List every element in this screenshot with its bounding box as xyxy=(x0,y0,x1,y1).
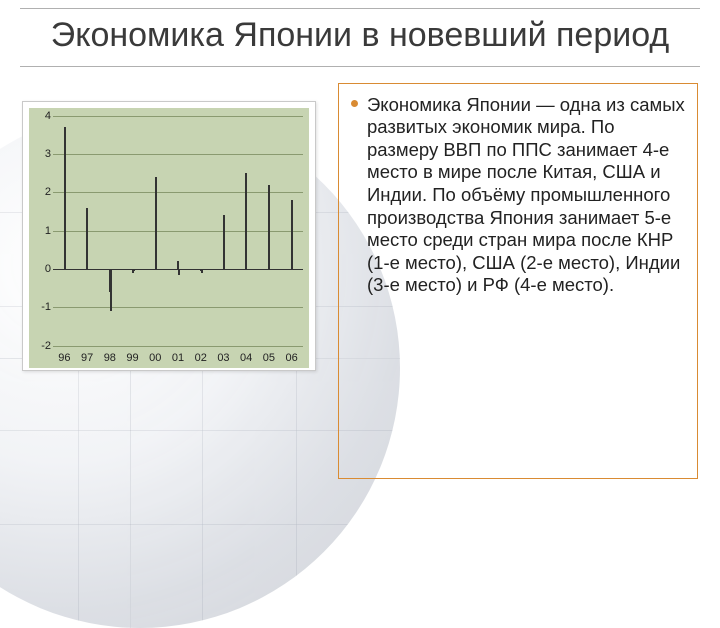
year-group: 01 xyxy=(167,116,190,346)
year-group: 05 xyxy=(258,116,281,346)
y-tick-label: -1 xyxy=(31,301,51,313)
x-tick-label: 96 xyxy=(58,352,70,364)
bar-chart: -2-1012349697989900010203040506 xyxy=(29,108,309,368)
year-group: 98 xyxy=(98,116,121,346)
x-tick-label: 00 xyxy=(149,352,161,364)
bar xyxy=(268,185,270,269)
bar xyxy=(110,269,112,311)
bar xyxy=(223,215,225,269)
bar xyxy=(64,127,66,269)
x-tick-label: 06 xyxy=(286,352,298,364)
year-group: 00 xyxy=(144,116,167,346)
body-text: Экономика Японии — одна из самых развиты… xyxy=(367,94,685,297)
title-container: Экономика Японии в новевший период xyxy=(20,8,700,67)
year-group: 96 xyxy=(53,116,76,346)
bar xyxy=(177,261,179,269)
bar xyxy=(133,269,135,271)
bar xyxy=(178,269,180,275)
bullet-icon xyxy=(351,100,358,107)
text-card: Экономика Японии — одна из самых развиты… xyxy=(338,83,698,479)
y-tick-label: 3 xyxy=(31,148,51,160)
bar xyxy=(291,200,293,269)
y-tick-label: 2 xyxy=(31,186,51,198)
bar xyxy=(155,177,157,269)
gridline xyxy=(53,346,303,347)
y-tick-label: 4 xyxy=(31,110,51,122)
y-tick-label: 1 xyxy=(31,225,51,237)
x-tick-label: 97 xyxy=(81,352,93,364)
bar xyxy=(86,208,88,269)
bar xyxy=(245,173,247,269)
x-tick-label: 98 xyxy=(104,352,116,364)
year-group: 06 xyxy=(280,116,303,346)
x-tick-label: 05 xyxy=(263,352,275,364)
content-row: -2-1012349697989900010203040506 Экономик… xyxy=(0,67,720,479)
y-tick-label: -2 xyxy=(31,340,51,352)
y-tick-label: 0 xyxy=(31,263,51,275)
x-tick-label: 03 xyxy=(217,352,229,364)
page-title: Экономика Японии в новевший период xyxy=(20,15,700,56)
year-group: 04 xyxy=(235,116,258,346)
year-group: 03 xyxy=(212,116,235,346)
x-tick-label: 99 xyxy=(126,352,138,364)
x-tick-label: 02 xyxy=(195,352,207,364)
year-group: 97 xyxy=(76,116,99,346)
year-group: 99 xyxy=(121,116,144,346)
year-group: 02 xyxy=(189,116,212,346)
x-tick-label: 04 xyxy=(240,352,252,364)
bar xyxy=(201,269,203,273)
x-tick-label: 01 xyxy=(172,352,184,364)
chart-card: -2-1012349697989900010203040506 xyxy=(22,101,316,371)
